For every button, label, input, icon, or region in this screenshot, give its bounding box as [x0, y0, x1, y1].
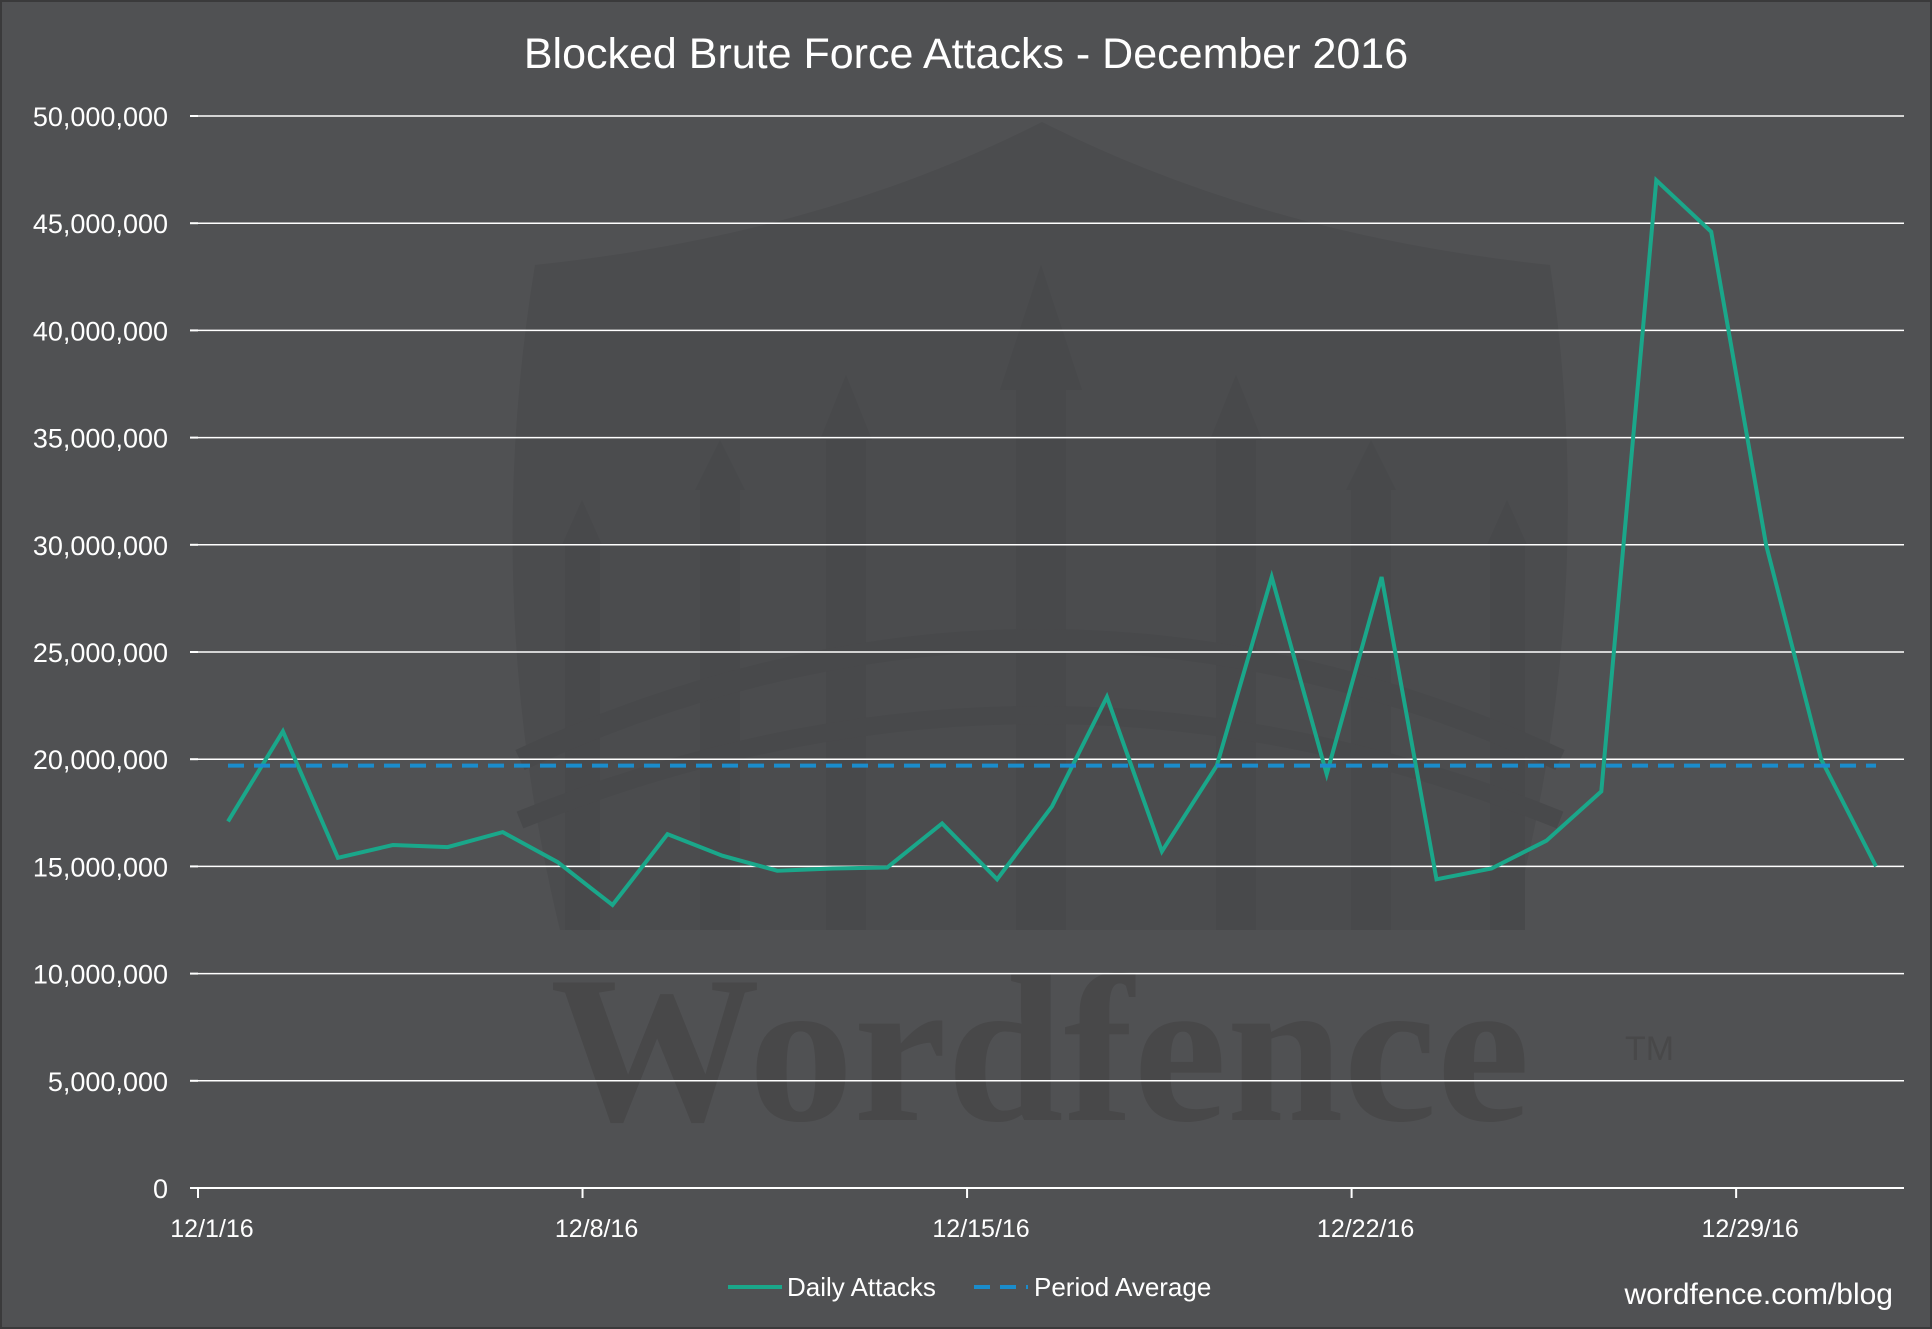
watermark-text: Wordfence	[550, 934, 1530, 1166]
chart-title: Blocked Brute Force Attacks - December 2…	[524, 30, 1408, 78]
y-tick-label: 20,000,000	[33, 745, 168, 775]
x-tick-label: 12/29/16	[1701, 1215, 1798, 1243]
x-axis-ticks: 12/1/16 12/8/16 12/15/16 12/22/16 12/29/16	[170, 1188, 1799, 1243]
x-tick-label: 12/8/16	[555, 1215, 638, 1243]
watermark-tm: TM	[1625, 1030, 1674, 1068]
series-layer	[226, 176, 1878, 908]
x-tick-label: 12/15/16	[932, 1215, 1029, 1243]
x-tick-label: 12/22/16	[1317, 1215, 1414, 1243]
legend: Daily Attacks Period Average	[728, 1272, 1211, 1302]
legend-label-daily-attacks: Daily Attacks	[787, 1272, 936, 1302]
y-tick-label: 35,000,000	[33, 424, 168, 454]
y-tick-label: 30,000,000	[33, 531, 168, 561]
wordfence-watermark-logo: Wordfence TM	[512, 122, 1674, 1166]
series-line-daily-attacks	[226, 176, 1878, 908]
y-tick-label: 0	[153, 1174, 168, 1204]
y-tick-label: 45,000,000	[33, 209, 168, 239]
y-tick-label: 15,000,000	[33, 852, 168, 882]
legend-label-period-average: Period Average	[1034, 1272, 1211, 1302]
x-tick-label: 12/1/16	[170, 1215, 253, 1243]
y-tick-label: 5,000,000	[48, 1067, 168, 1097]
source-credit: wordfence.com/blog	[1624, 1278, 1893, 1311]
legend-item-period-average: Period Average	[974, 1272, 1211, 1302]
y-tick-label: 10,000,000	[33, 960, 168, 990]
y-tick-label: 25,000,000	[33, 638, 168, 668]
y-gridlines	[190, 115, 1904, 1189]
y-axis-tick-labels: 0 5,000,000 10,000,000 15,000,000 20,000,000…	[33, 102, 168, 1204]
y-tick-label: 50,000,000	[33, 102, 168, 132]
y-tick-label: 40,000,000	[33, 316, 168, 346]
legend-item-daily-attacks: Daily Attacks	[728, 1272, 936, 1302]
